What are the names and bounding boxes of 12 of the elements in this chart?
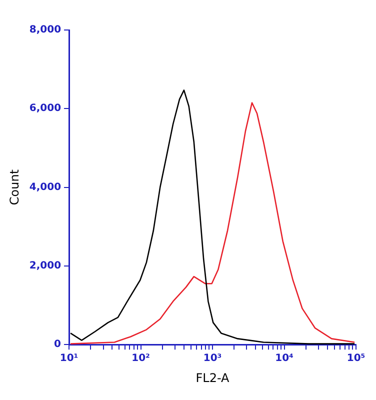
y-axis-title: Count [7,169,22,206]
x-tick-label: 10⁴ [275,353,294,364]
y-tick-label: 4,000 [29,182,62,193]
x-tick-label: 10⁵ [346,353,366,364]
y-tick-label: 2,000 [29,260,62,272]
y-tick-label: 8,000 [29,24,62,36]
x-tick-label: 10³ [203,353,222,364]
y-tick-label: 0 [54,339,62,350]
x-tick-label: 10² [132,353,150,364]
x-tick-label: 10¹ [60,353,78,364]
x-axis-title: FL2-A [196,370,230,385]
y-tick-label: 6,000 [29,103,62,114]
